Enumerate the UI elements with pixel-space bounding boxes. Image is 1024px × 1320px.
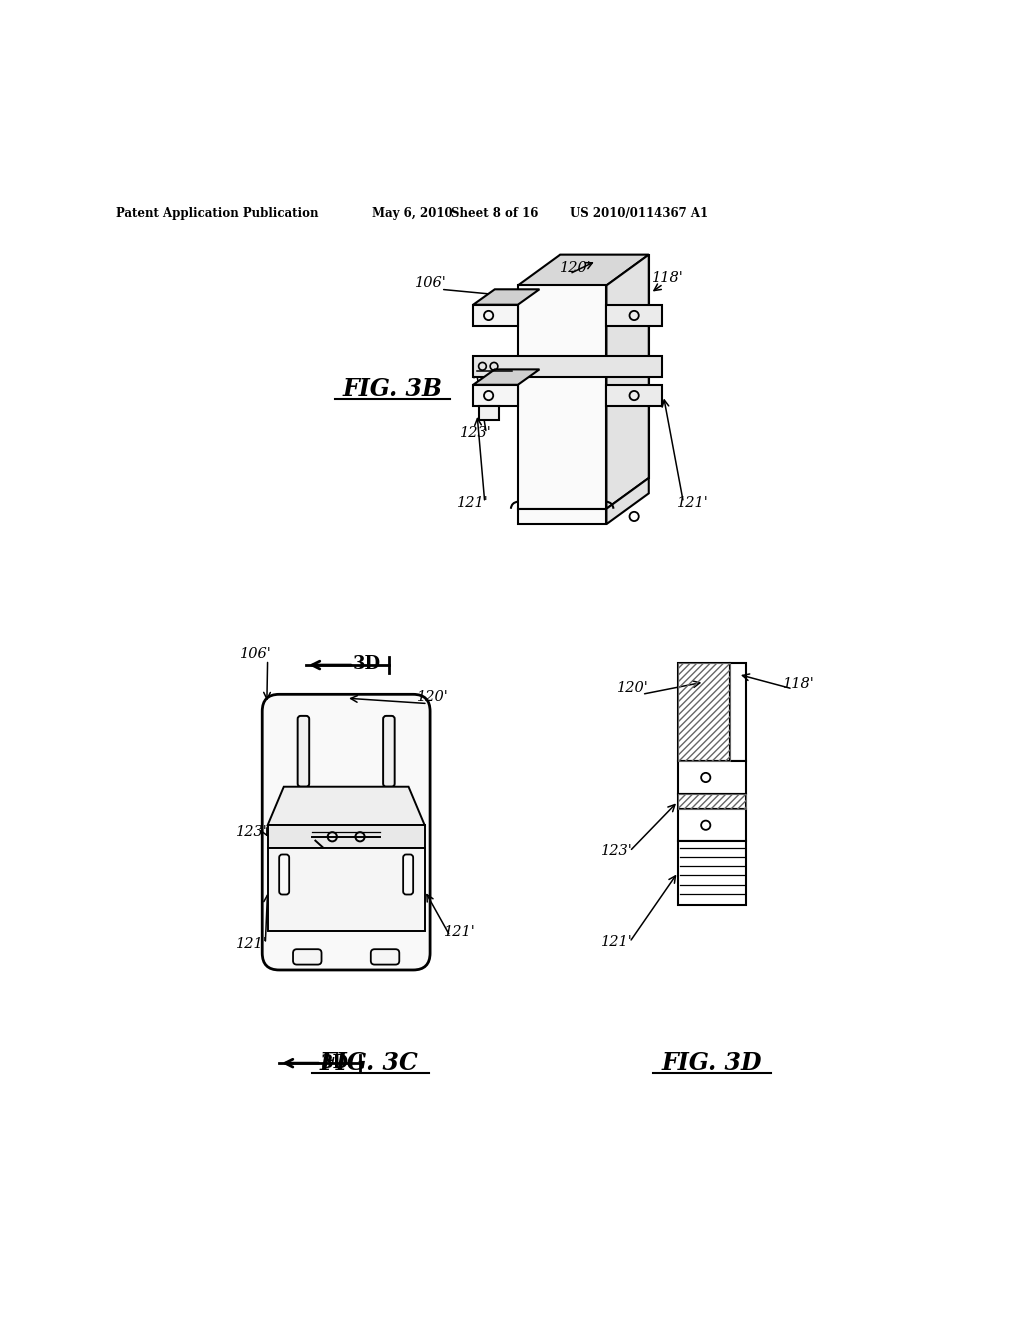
Bar <box>730 663 745 762</box>
Text: 118': 118' <box>783 677 815 690</box>
Bar <box>678 663 730 762</box>
Text: 121': 121' <box>458 495 489 510</box>
Text: 121': 121' <box>444 925 476 940</box>
Bar <box>473 355 662 378</box>
Text: 120': 120' <box>418 690 450 705</box>
Bar <box>267 849 425 932</box>
Polygon shape <box>473 289 540 305</box>
Polygon shape <box>606 255 649 508</box>
Polygon shape <box>606 478 649 524</box>
Text: 3D: 3D <box>353 655 381 673</box>
FancyBboxPatch shape <box>293 949 322 965</box>
Bar <box>678 663 730 762</box>
Bar <box>267 825 425 849</box>
Text: US 2010/0114367 A1: US 2010/0114367 A1 <box>569 207 708 220</box>
FancyBboxPatch shape <box>262 694 430 970</box>
FancyBboxPatch shape <box>403 854 413 895</box>
FancyBboxPatch shape <box>280 854 289 895</box>
Text: Sheet 8 of 16: Sheet 8 of 16 <box>452 207 539 220</box>
Text: May 6, 2010: May 6, 2010 <box>372 207 453 220</box>
Bar <box>473 305 518 326</box>
Polygon shape <box>560 255 649 478</box>
Bar <box>678 841 745 904</box>
Bar <box>678 809 745 841</box>
Text: 120': 120' <box>616 681 648 696</box>
Text: 120': 120' <box>560 261 592 275</box>
Bar <box>606 305 662 326</box>
Text: 123': 123' <box>460 426 492 441</box>
Text: 118': 118' <box>652 271 684 285</box>
Bar <box>678 762 745 793</box>
Bar <box>518 285 606 508</box>
Text: 123': 123' <box>237 825 268 840</box>
Polygon shape <box>518 255 649 285</box>
Text: Patent Application Publication: Patent Application Publication <box>117 207 318 220</box>
Bar <box>479 407 500 420</box>
Bar <box>606 385 662 407</box>
Polygon shape <box>267 787 425 825</box>
Bar <box>518 508 606 524</box>
Bar <box>678 793 745 809</box>
FancyBboxPatch shape <box>298 715 309 787</box>
Text: FIG. 3D: FIG. 3D <box>662 1051 762 1076</box>
Polygon shape <box>473 370 540 385</box>
Text: 121': 121' <box>237 937 268 950</box>
Text: 121': 121' <box>601 936 633 949</box>
Text: 106': 106' <box>415 276 446 290</box>
Text: FIG. 3B: FIG. 3B <box>342 378 442 401</box>
Text: 121': 121' <box>677 495 709 510</box>
Text: 106': 106' <box>241 647 272 660</box>
Text: 3D: 3D <box>321 1055 349 1072</box>
Text: FIG. 3C: FIG. 3C <box>319 1051 419 1076</box>
FancyBboxPatch shape <box>371 949 399 965</box>
Bar <box>678 793 745 809</box>
Text: 123': 123' <box>601 845 633 858</box>
Bar <box>473 385 518 407</box>
FancyBboxPatch shape <box>383 715 394 787</box>
